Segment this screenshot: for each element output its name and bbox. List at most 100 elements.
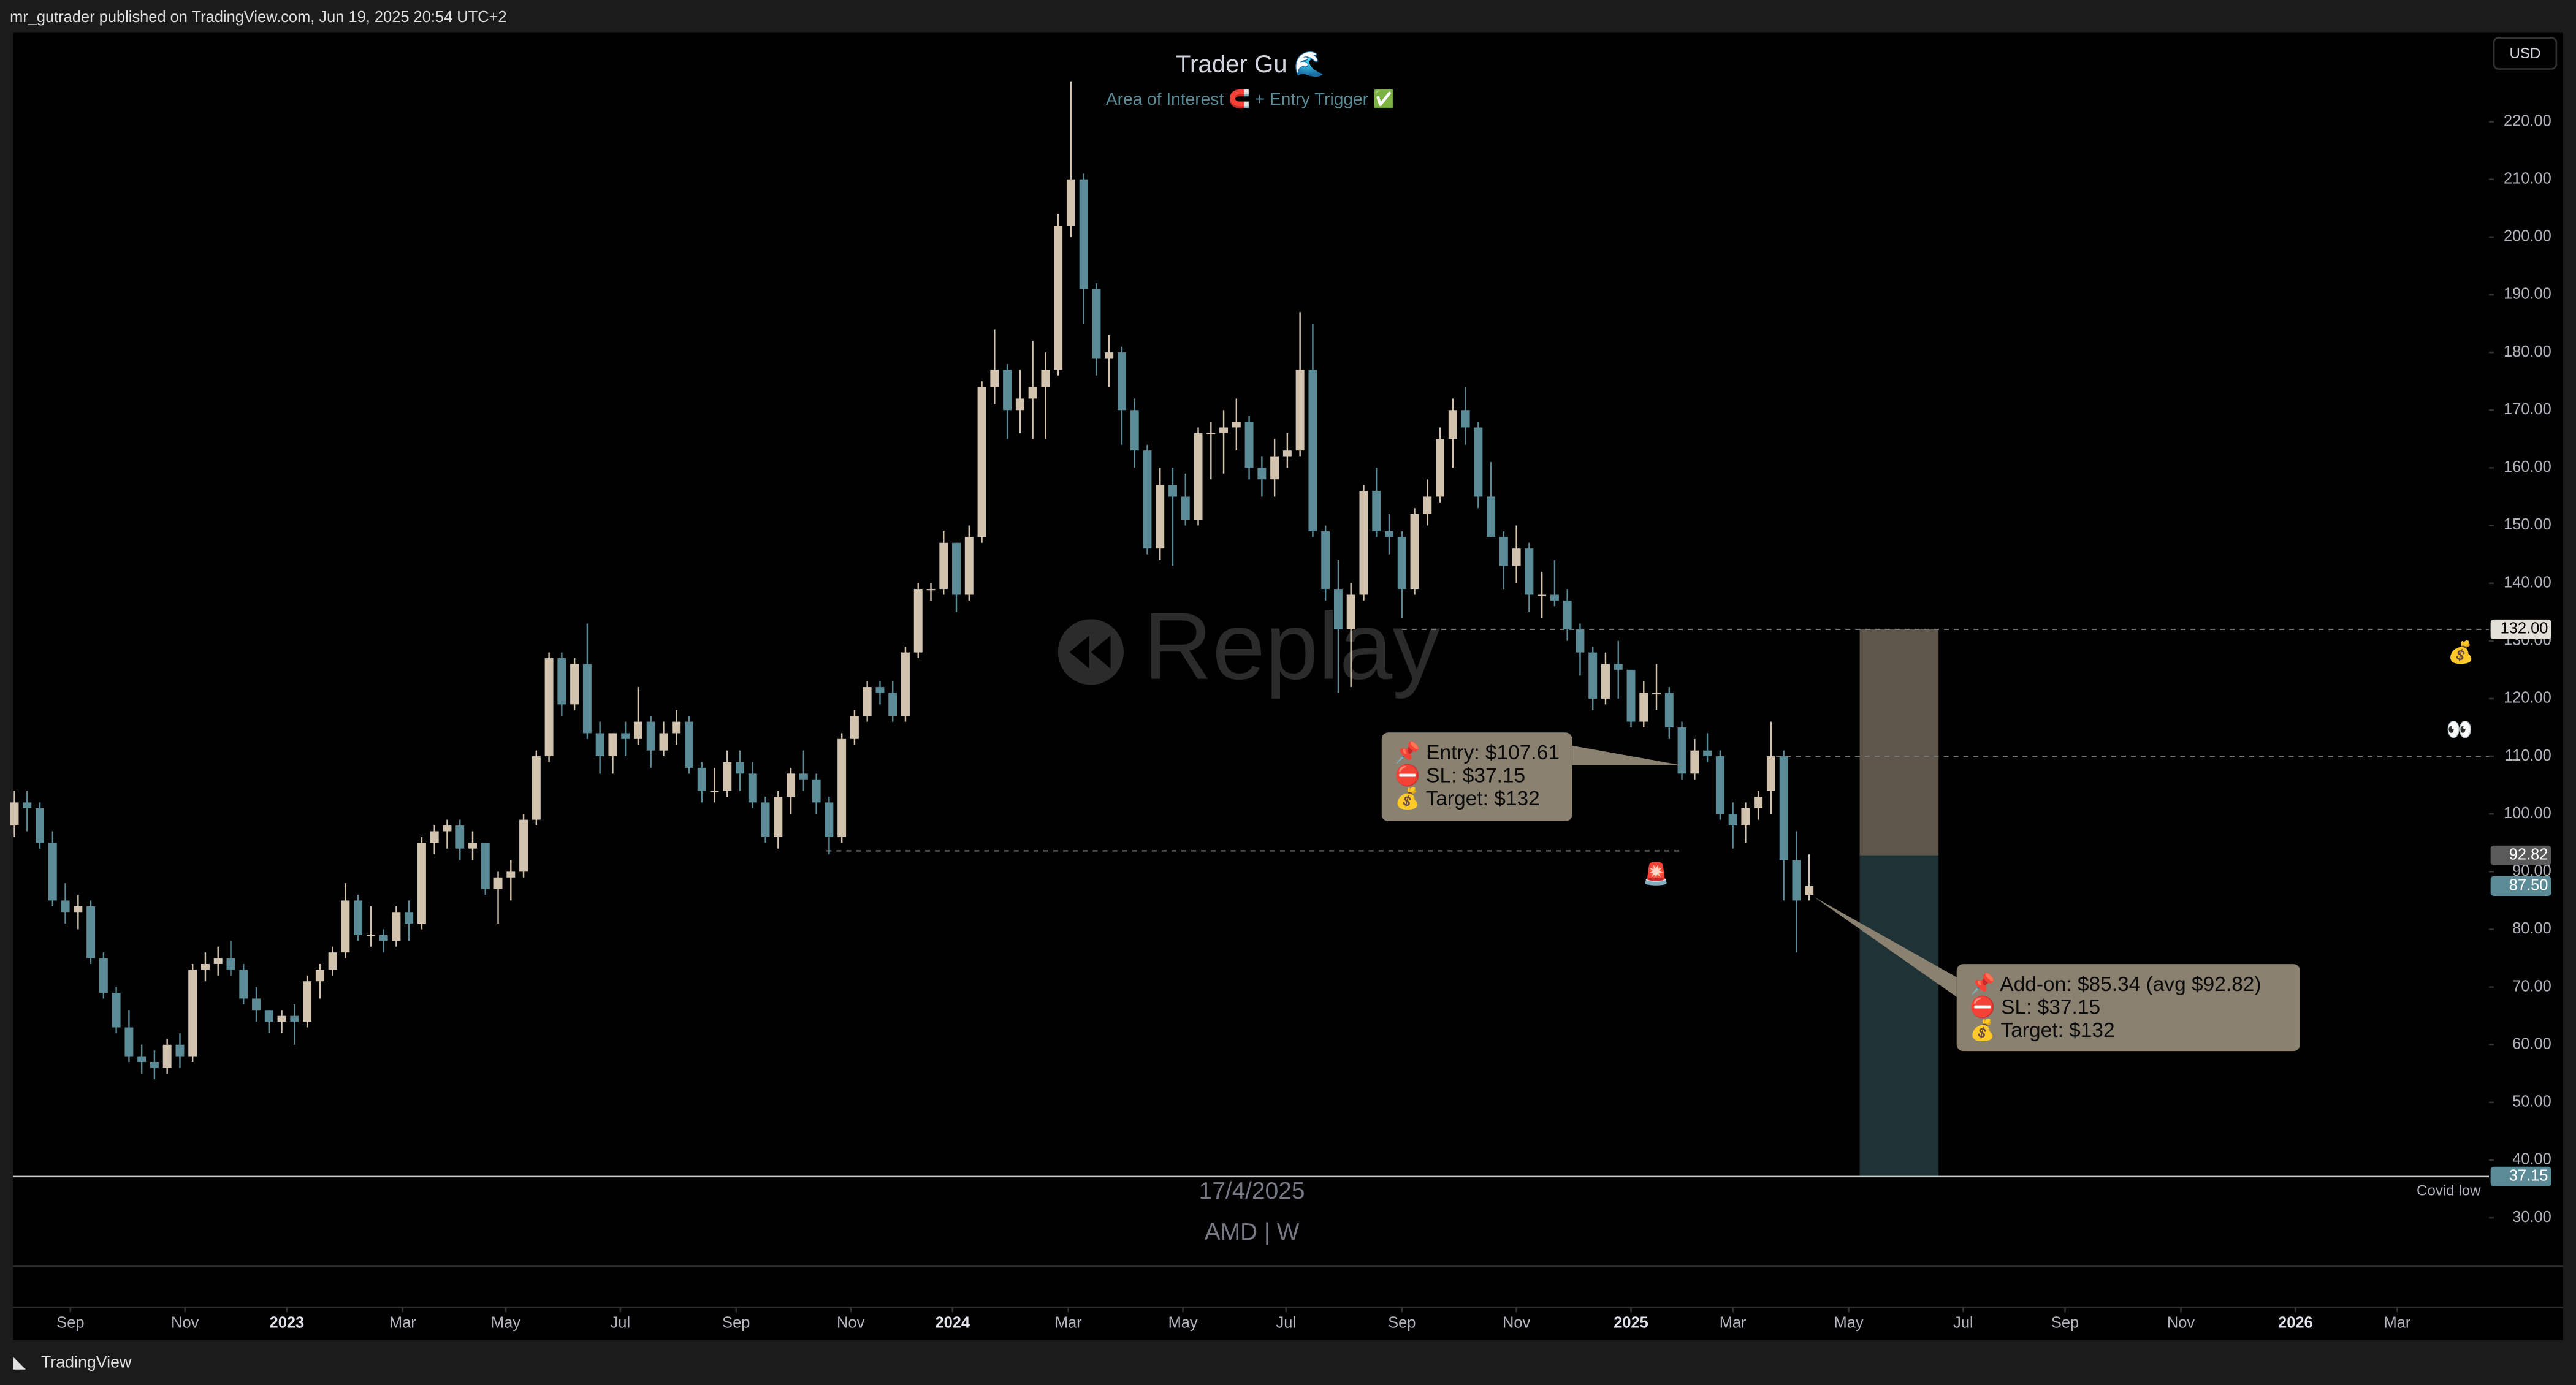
candle-body [1372,491,1381,531]
candle-body [1652,692,1661,694]
candle-body [1130,410,1139,451]
candle-body [252,998,261,1011]
candle-body [99,958,108,993]
candle-body [570,664,579,705]
candle-body [1219,427,1229,433]
chart-marker: 💰 [2448,640,2474,665]
callout-line: ⛔ SL: $37.15 [1970,995,2100,1019]
candle-body [290,1015,299,1022]
candle-body [1143,450,1152,549]
candle-body [1741,808,1750,826]
candle-body [1792,860,1801,901]
candle-body [1614,664,1623,670]
candle-body [1181,496,1190,520]
currency-label[interactable]: USD [2509,45,2540,62]
candle-body [1194,433,1203,520]
candle-body [1054,226,1063,370]
candle-body [964,537,974,595]
tv-logo: ◣ [13,1353,26,1371]
candle-body [1385,531,1393,537]
candle-body [1079,179,1088,289]
candle-body [201,963,210,970]
candle-body [1805,886,1814,895]
candle-body [697,767,706,791]
price-label: 92.82 [2509,846,2548,863]
candle-body [405,912,414,924]
candle-body [1232,422,1241,428]
candle-body [926,589,936,591]
candle-body [468,843,477,849]
candle-body [1333,589,1343,629]
y-tick-label: 190.00 [2504,286,2551,303]
candle-body [1092,289,1101,359]
y-tick-label: 210.00 [2504,170,2551,187]
candle-body [1538,594,1547,596]
candle-body [112,993,121,1028]
candle-body [86,906,96,958]
candle-body [188,970,197,1057]
candle-body [1563,600,1572,629]
candle-body [557,658,566,705]
y-tick-label: 170.00 [2504,401,2551,418]
x-tick-label: 2023 [270,1315,305,1332]
callout-box [1381,732,1572,821]
candle-body [1487,496,1496,537]
x-tick-label: Nov [1503,1315,1531,1332]
y-tick-label: 40.00 [2512,1151,2551,1168]
candle-body [710,791,719,792]
candle-body [787,773,796,797]
candle-body [175,1044,185,1057]
candle-body [837,738,847,837]
candle-body [1512,548,1521,566]
x-tick-label: Mar [1720,1315,1747,1332]
candle-body [544,658,554,757]
x-tick-label: May [1834,1315,1864,1332]
candle-body [1359,491,1368,595]
candle-body [723,762,732,791]
candle-body [10,802,19,826]
candle-body [392,912,401,941]
candle-body [748,773,757,803]
candle-body [1105,352,1114,359]
candle-body [1664,692,1674,728]
candle-body [1728,814,1737,826]
x-tick-label: Jul [1276,1315,1297,1332]
candle-body [1015,398,1024,411]
y-tick-label: 50.00 [2512,1093,2551,1110]
chart-marker: 👀 [2446,718,2472,742]
candle-body [226,958,235,970]
y-tick-label: 70.00 [2512,977,2551,995]
x-tick-label: Jul [611,1315,631,1332]
candle-body [633,721,642,739]
profit-zone [1859,629,1939,856]
candle-body [1410,514,1419,590]
x-tick-label: Sep [722,1315,750,1332]
y-tick-label: 200.00 [2504,228,2551,245]
symbol-label: AMD | W [1205,1219,1300,1245]
candle-body [939,542,948,590]
candle-body [48,843,57,901]
candle-body [1550,594,1559,601]
candle-body [354,900,363,935]
candle-body [1117,352,1126,411]
candle-body [481,843,490,889]
covid-low-label: Covid low [2417,1182,2481,1199]
candle-body [1639,692,1648,722]
candle-body [36,808,45,843]
candle-body [659,733,668,751]
price-label-bg [2490,845,2551,865]
y-tick-label: 120.00 [2504,689,2551,707]
candle-body [1754,796,1763,808]
candle-body [888,692,897,716]
candle-body [1626,669,1636,722]
x-tick-label: Sep [2051,1315,2079,1332]
candle-body [1601,664,1610,699]
currency-button[interactable] [2493,37,2558,70]
candle-body [430,831,439,843]
candle-body [875,687,885,693]
candle-body [621,733,630,739]
candle-body [1168,485,1177,497]
price-label: 87.50 [2509,877,2548,894]
candle-body [1270,456,1279,480]
